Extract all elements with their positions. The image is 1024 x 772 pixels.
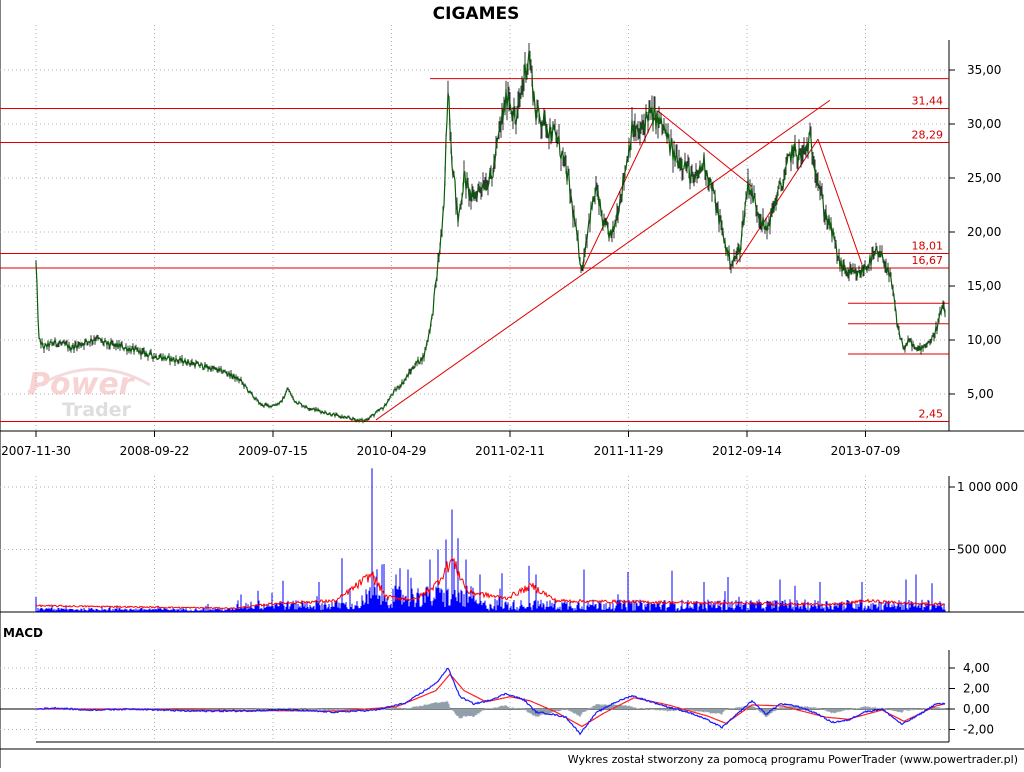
price-range-bars [35, 43, 946, 424]
volume-y-tick-label: 500 000 [957, 543, 1007, 557]
trendline [657, 110, 753, 188]
macd-line [35, 667, 946, 736]
level-label: 28,29 [912, 128, 944, 141]
macd-title: MACD [3, 626, 43, 640]
volume-y-tick-label: 1 000 000 [957, 480, 1018, 494]
macd-y-tick-label: -2,00 [963, 723, 994, 737]
axis-labels: 2007-11-30 2008-09-22 2009-07-15 2010-04-29… [1, 63, 1018, 737]
price-y-tick-label: 10,00 [967, 333, 1001, 347]
x-tick-label: 2011-11-29 [594, 444, 664, 458]
trendline [375, 99, 831, 421]
price-y-tick-label: 5,00 [967, 387, 994, 401]
level-label: 16,67 [912, 254, 944, 267]
x-tick-label: 2012-09-14 [712, 444, 782, 458]
x-tick-label: 2013-07-09 [831, 444, 901, 458]
price-y-tick-label: 20,00 [967, 225, 1001, 239]
footer-credit: Wykres został stworzony za pomocą progra… [568, 753, 1018, 766]
trendline [581, 110, 659, 272]
macd-y-tick-label: 4,00 [963, 661, 990, 675]
volume-bars [35, 468, 946, 612]
price-panel: 31,44 28,29 18,01 16,67 2,45 [0, 43, 949, 424]
price-y-tick-label: 30,00 [967, 117, 1001, 131]
price-y-tick-label: 15,00 [967, 279, 1001, 293]
x-tick-label: 2007-11-30 [1, 444, 71, 458]
volume-panel [35, 468, 946, 612]
chart-title: CIGAMES [433, 4, 520, 24]
level-label: 2,45 [919, 408, 944, 421]
level-label: 18,01 [912, 239, 944, 252]
x-tick-label: 2008-09-22 [120, 444, 190, 458]
trendline [817, 138, 863, 265]
macd-panel [0, 667, 949, 736]
x-tick-label: 2010-04-29 [357, 444, 427, 458]
macd-y-tick-label: 2,00 [963, 682, 990, 696]
volume-average-line [35, 557, 946, 610]
level-label: 31,44 [912, 94, 944, 107]
macd-y-tick-label: 0,00 [963, 702, 990, 716]
logo-line1: Power [28, 367, 136, 402]
price-y-tick-label: 35,00 [967, 63, 1001, 77]
logo-line2: Trader [62, 399, 132, 421]
grid-layer [0, 25, 945, 742]
x-tick-label: 2011-02-11 [475, 444, 545, 458]
price-series-line [35, 50, 946, 424]
x-tick-label: 2009-07-15 [238, 444, 308, 458]
powertrader-logo: Power Trader [27, 367, 151, 421]
price-y-tick-label: 25,00 [967, 171, 1001, 185]
